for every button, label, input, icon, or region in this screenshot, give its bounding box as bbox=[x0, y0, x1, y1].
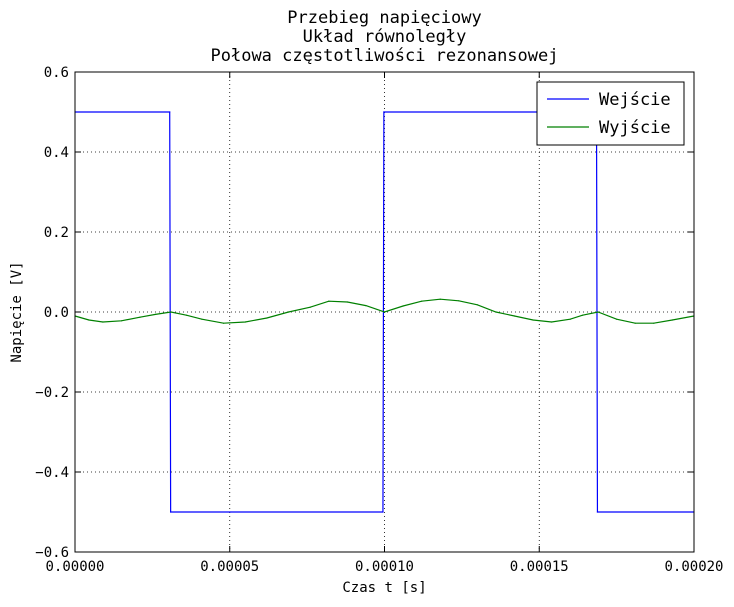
data-point bbox=[653, 322, 655, 324]
data-point bbox=[170, 311, 172, 313]
y-axis-label: Napięcie [V] bbox=[9, 261, 25, 362]
data-point bbox=[287, 311, 290, 313]
data-point bbox=[402, 305, 404, 307]
x-tick-label: 0.00020 bbox=[664, 559, 723, 575]
legend-label: Wejście bbox=[599, 90, 671, 110]
y-tick-label: 0.6 bbox=[44, 65, 69, 81]
data-point bbox=[244, 321, 246, 323]
data-point bbox=[671, 319, 673, 321]
data-point bbox=[532, 319, 534, 321]
y-tick-label: 0.2 bbox=[44, 225, 69, 241]
data-point bbox=[169, 111, 171, 113]
data-point bbox=[365, 305, 367, 307]
axis-labels: Czas t [s] Napięcie [V] bbox=[9, 261, 427, 596]
x-axis-label: Czas t [s] bbox=[342, 580, 426, 596]
data-point bbox=[439, 298, 441, 300]
data-point bbox=[201, 318, 203, 320]
data-point bbox=[476, 304, 478, 306]
data-point bbox=[382, 511, 384, 513]
y-tick-label: 0.4 bbox=[44, 145, 69, 161]
data-point bbox=[495, 311, 497, 313]
y-tick-label: −0.4 bbox=[35, 465, 69, 481]
data-point bbox=[120, 320, 123, 322]
data-point bbox=[154, 313, 157, 315]
data-point bbox=[597, 311, 599, 313]
data-point bbox=[421, 300, 423, 302]
data-point bbox=[616, 318, 618, 320]
data-point bbox=[513, 315, 516, 317]
data-point bbox=[383, 311, 386, 313]
legend: Wejście Wyjście bbox=[536, 81, 685, 146]
x-tick-label: 0.00000 bbox=[45, 559, 104, 575]
chart-title-line: Połowa częstotliwości rezonansowej bbox=[211, 46, 559, 66]
data-point bbox=[309, 306, 311, 308]
data-point bbox=[222, 322, 225, 324]
data-point bbox=[102, 321, 104, 323]
y-tick-label: 0.0 bbox=[44, 305, 69, 321]
x-tick-label: 0.00010 bbox=[355, 559, 414, 575]
data-point bbox=[458, 300, 460, 302]
series-line-output bbox=[74, 298, 695, 324]
data-point bbox=[581, 314, 584, 316]
axis-ticks: 0.00000 0.00005 0.00010 0.00015 0.00020 −0.6 −… bbox=[35, 65, 723, 575]
x-tick-label: 0.00005 bbox=[200, 559, 259, 575]
x-tick-label: 0.00015 bbox=[510, 559, 569, 575]
data-point bbox=[328, 300, 330, 302]
chart-title-line: Układ równoległy bbox=[303, 27, 467, 47]
data-point bbox=[185, 314, 188, 316]
data-point bbox=[346, 301, 348, 303]
data-point bbox=[551, 321, 553, 323]
data-point bbox=[634, 322, 636, 324]
y-tick-label: −0.2 bbox=[35, 385, 69, 401]
data-point bbox=[88, 319, 90, 321]
data-point bbox=[139, 316, 141, 318]
data-point bbox=[266, 317, 268, 319]
y-tick-label: −0.6 bbox=[35, 545, 69, 561]
data-point bbox=[596, 511, 599, 513]
data-point bbox=[383, 111, 385, 113]
legend-label: Wyjście bbox=[599, 118, 671, 138]
legend-box bbox=[536, 81, 685, 146]
data-point bbox=[569, 318, 571, 320]
data-point bbox=[170, 511, 172, 513]
chart-title-line: Przebieg napięciowy bbox=[287, 8, 481, 28]
